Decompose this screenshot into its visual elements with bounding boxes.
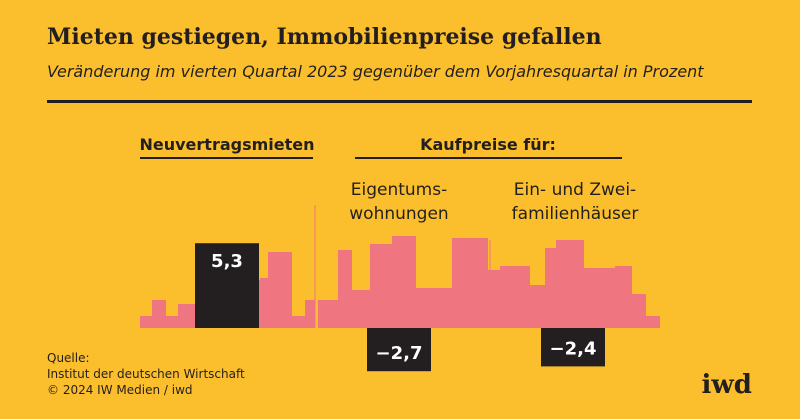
header-rule xyxy=(355,157,622,159)
source: Institut der deutschen Wirtschaft xyxy=(47,367,245,381)
source-label: Quelle: xyxy=(47,351,90,365)
chart-subtitle: Veränderung im vierten Quartal 2023 gege… xyxy=(47,62,704,81)
group-header: Kaufpreise für: xyxy=(420,135,556,154)
skyline-decoration xyxy=(140,236,660,328)
bar xyxy=(541,328,605,367)
value-label: −2,7 xyxy=(376,343,423,364)
header-rule xyxy=(140,157,313,159)
bar xyxy=(367,328,431,372)
category-label: Ein- und Zwei- familienhäuser xyxy=(511,180,639,224)
chart-title: Mieten gestiegen, Immobilienpreise gefal… xyxy=(47,24,602,50)
logo: iwd xyxy=(702,370,752,400)
value-label: −2,4 xyxy=(550,338,597,359)
value-label: 5,3 xyxy=(211,251,243,272)
title-rule xyxy=(47,100,752,103)
category-label: Eigentums- wohnungen xyxy=(349,180,449,224)
copyright: © 2024 IW Medien / iwd xyxy=(47,383,193,397)
bar xyxy=(195,243,259,328)
category-header: Neuvertragsmieten xyxy=(139,135,314,154)
